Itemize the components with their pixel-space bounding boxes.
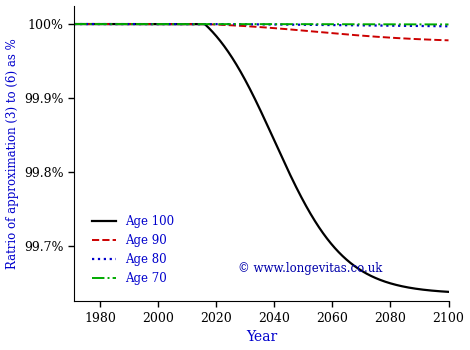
Text: © www.longevitas.co.uk: © www.longevitas.co.uk — [238, 262, 382, 275]
Legend: Age 100, Age 90, Age 80, Age 70: Age 100, Age 90, Age 80, Age 70 — [87, 210, 179, 290]
Y-axis label: Ratrio of approximation (3) to (6) as %: Ratrio of approximation (3) to (6) as % — [6, 38, 18, 269]
Age 80 — [71, 22, 77, 26]
Age 70 — [231, 22, 237, 26]
Age 100 — [71, 22, 77, 26]
Age 100 — [231, 58, 237, 63]
Line: Age 80: Age 80 — [74, 24, 448, 26]
Age 90 — [446, 38, 451, 42]
Age 90 — [215, 22, 220, 27]
Age 100 — [215, 36, 220, 40]
Age 70 — [114, 22, 120, 26]
Age 70 — [398, 22, 404, 27]
Age 90 — [114, 22, 120, 26]
Age 100 — [398, 284, 404, 288]
Age 80 — [439, 24, 444, 28]
Age 90 — [136, 22, 142, 26]
Line: Age 70: Age 70 — [74, 24, 448, 25]
Age 70 — [71, 22, 77, 26]
Age 90 — [439, 38, 444, 42]
Age 70 — [446, 22, 451, 27]
Age 90 — [398, 36, 404, 40]
Age 70 — [136, 22, 142, 26]
Line: Age 90: Age 90 — [74, 24, 448, 40]
Age 100 — [114, 22, 120, 26]
Age 80 — [114, 22, 120, 26]
Age 70 — [215, 22, 220, 26]
Age 80 — [398, 24, 404, 28]
Line: Age 100: Age 100 — [74, 24, 448, 292]
Age 100 — [136, 22, 142, 26]
Age 100 — [446, 290, 451, 294]
Age 70 — [439, 22, 444, 27]
Age 90 — [71, 22, 77, 26]
Age 90 — [231, 23, 237, 28]
Age 100 — [439, 289, 444, 294]
Age 80 — [446, 24, 451, 28]
Age 80 — [231, 22, 237, 26]
Age 80 — [215, 22, 220, 26]
X-axis label: Year: Year — [246, 330, 277, 344]
Age 80 — [136, 22, 142, 26]
